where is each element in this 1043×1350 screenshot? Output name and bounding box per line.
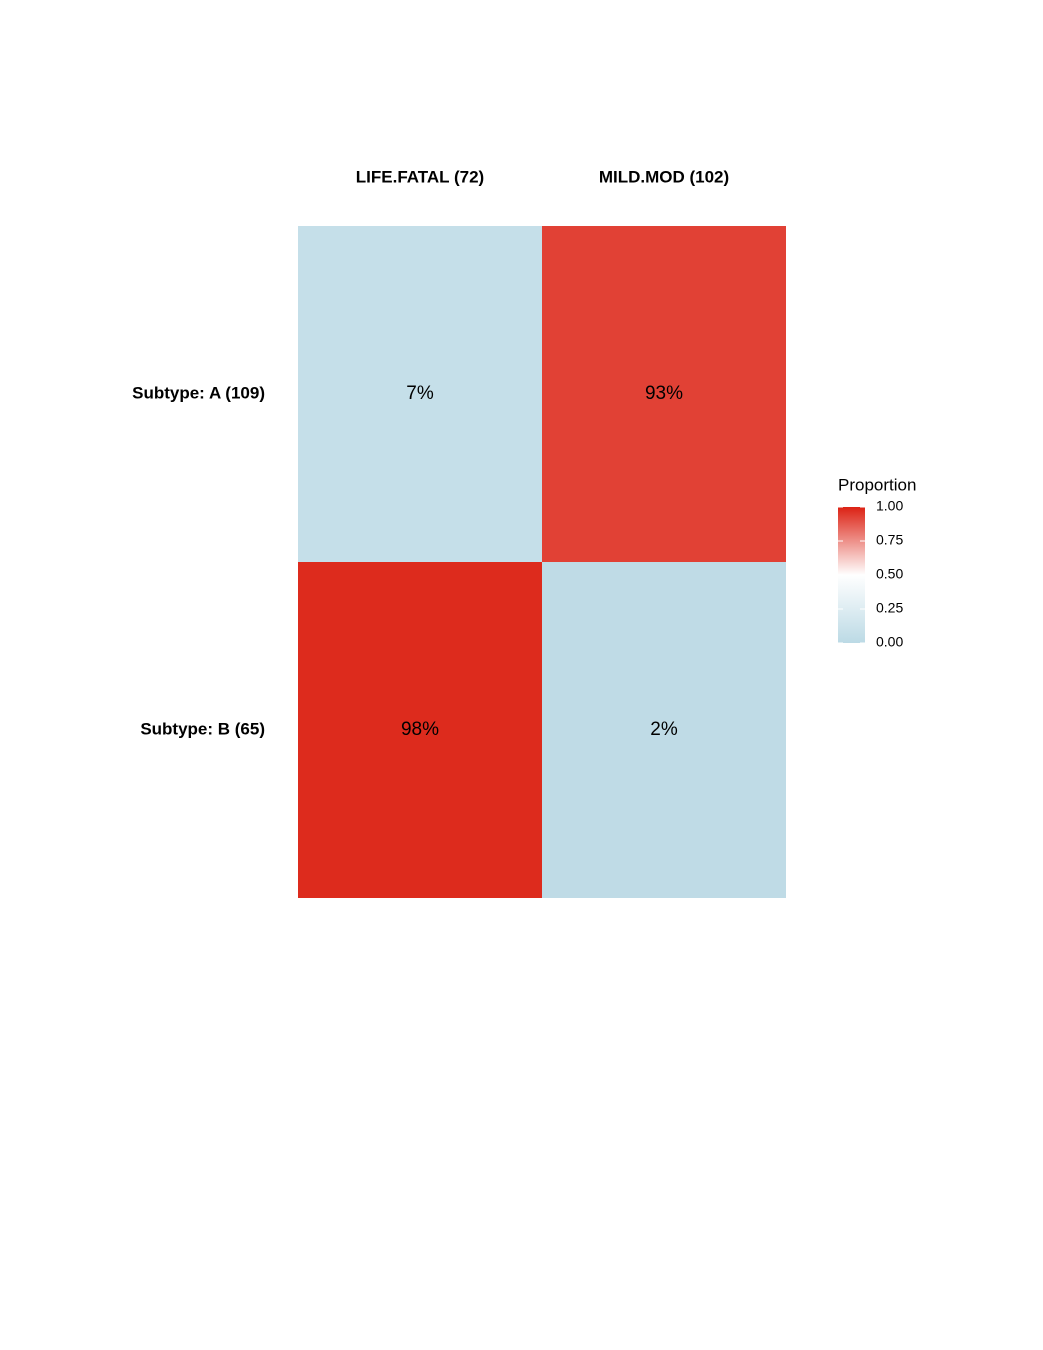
heatmap-cell <box>542 226 786 562</box>
cell-label: 7% <box>406 383 434 404</box>
column-label: MILD.MOD (102) <box>599 167 729 186</box>
cell-label: 93% <box>645 383 683 404</box>
cell-label: 98% <box>401 719 439 740</box>
row-label: Subtype: A (109) <box>132 383 265 402</box>
colorbar-tick-label: 0.75 <box>876 532 903 548</box>
heatmap-cell <box>298 226 542 562</box>
heatmap-cell <box>298 562 542 898</box>
legend-title: Proportion <box>838 475 916 494</box>
colorbar-tick-label: 0.50 <box>876 566 903 582</box>
heatmap-cell <box>542 562 786 898</box>
cell-label: 2% <box>650 719 678 740</box>
colorbar-tick-label: 0.00 <box>876 634 903 650</box>
colorbar-tick-label: 0.25 <box>876 600 903 616</box>
colorbar-tick-label: 1.00 <box>876 498 903 514</box>
row-label: Subtype: B (65) <box>140 719 265 738</box>
column-label: LIFE.FATAL (72) <box>356 167 484 186</box>
